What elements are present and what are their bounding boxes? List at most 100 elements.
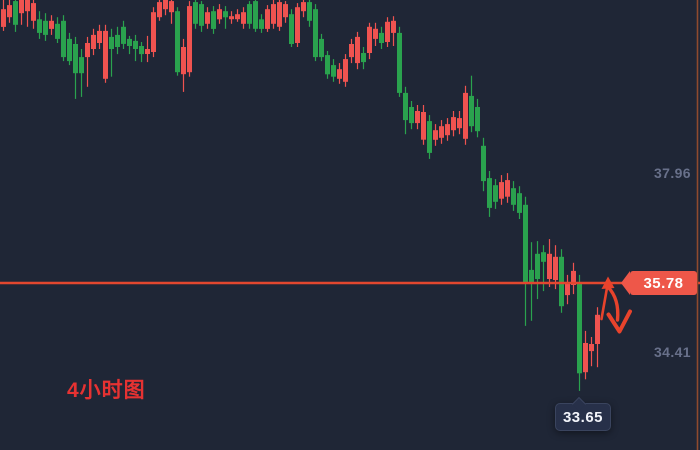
candle-body [289, 14, 294, 44]
candle-body [595, 314, 600, 344]
candle-body [253, 1, 258, 29]
candle-body [433, 130, 438, 140]
candle-body [109, 36, 114, 49]
candle-body [331, 65, 336, 77]
candle-body [457, 118, 462, 129]
candle-body [367, 26, 372, 53]
candle-body [91, 34, 96, 49]
candle-body [157, 2, 162, 18]
candle-body [25, 0, 30, 12]
candle-body [409, 107, 414, 124]
candle-body [499, 182, 504, 199]
candle-body [523, 204, 528, 282]
candle-body [265, 9, 270, 29]
candle-body [343, 59, 348, 82]
candle-body [169, 1, 174, 13]
candle-body [517, 193, 522, 213]
candle-body [43, 20, 48, 35]
candle-body [271, 4, 276, 24]
candle-body [67, 38, 72, 62]
candle-body [325, 55, 330, 75]
candle-body [463, 92, 468, 139]
candle-body [373, 28, 378, 39]
candle-body [73, 44, 78, 74]
down-arrow-shaft [606, 285, 620, 322]
candle-body [127, 38, 132, 46]
candle-body [511, 188, 516, 205]
candle-body [547, 253, 552, 279]
candle-body [181, 47, 186, 75]
candle-body [337, 69, 342, 79]
candle-body [349, 44, 354, 58]
candle-body [313, 9, 318, 58]
low-price-tooltip-label: 33.65 [562, 408, 604, 426]
up-arrow-shaft [600, 283, 609, 321]
candle-body [427, 121, 432, 153]
y-axis-label-upper: 37.96 [653, 165, 691, 182]
candle-body [301, 2, 306, 12]
candle-body [535, 253, 540, 279]
candle-body [223, 11, 228, 18]
candle-body [211, 11, 216, 29]
candle-body [397, 32, 402, 93]
candles-layer [1, 0, 600, 391]
candle-body [97, 30, 102, 43]
candle-body [103, 30, 108, 79]
candle-body [559, 256, 564, 307]
candle-body [439, 126, 444, 138]
candle-body [121, 26, 126, 44]
candle-body [475, 107, 480, 132]
candle-body [385, 21, 390, 42]
candle-body [193, 2, 198, 24]
candle-body [589, 344, 594, 352]
candle-body [553, 256, 558, 280]
candle-body [7, 5, 12, 18]
candle-body [295, 7, 300, 43]
candle-body [487, 178, 492, 208]
candle-body [361, 53, 366, 63]
candle-body [163, 0, 168, 10]
candle-body [151, 12, 156, 52]
candle-body [13, 1, 18, 25]
candle-body [277, 2, 282, 27]
candle-body [379, 32, 384, 43]
candle-body [541, 252, 546, 262]
candle-body [469, 95, 474, 127]
candle-body [229, 16, 234, 20]
candle-body [583, 343, 588, 373]
rejection-arrow-annotation [600, 276, 632, 334]
candle-body [421, 112, 426, 140]
candle-body [19, 0, 24, 14]
candle-body [241, 12, 246, 24]
candle-body [205, 12, 210, 24]
candle-body [403, 92, 408, 121]
candle-body [445, 124, 450, 136]
candle-body [49, 20, 54, 29]
candle-body [415, 111, 420, 124]
candle-body [31, 3, 36, 21]
candle-body [85, 43, 90, 58]
low-price-tooltip: 33.65 [555, 403, 611, 432]
current-price-tag: 35.78 [621, 271, 697, 295]
candle-body [283, 4, 288, 18]
up-arrow-head [601, 276, 615, 289]
candle-body [529, 269, 534, 282]
candle-body [37, 19, 42, 33]
candle-body [79, 57, 84, 74]
candle-body [571, 270, 576, 285]
candle-body [505, 180, 510, 197]
candle-body [235, 14, 240, 20]
candle-body [55, 23, 60, 39]
candle-body [133, 40, 138, 49]
timeframe-annotation: 4小时图 [67, 379, 146, 402]
candle-body [145, 49, 150, 54]
candle-body [565, 284, 570, 296]
candle-body [259, 19, 264, 29]
y-axis-label-lower: 34.41 [653, 344, 691, 361]
candle-body [577, 282, 582, 374]
candle-body [391, 20, 396, 33]
candle-body [115, 34, 120, 47]
candle-body [319, 38, 324, 58]
